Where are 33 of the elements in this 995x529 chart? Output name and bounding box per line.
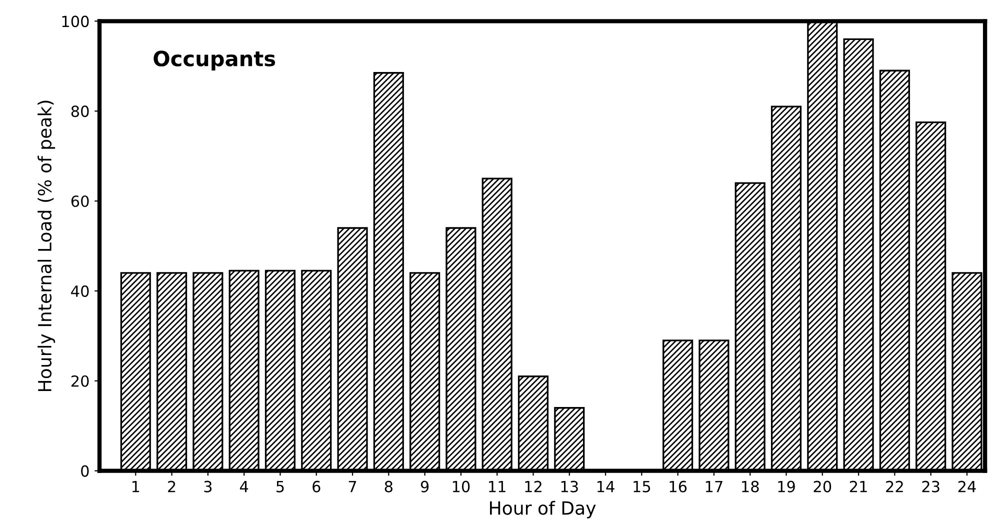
x-tick-label: 3 — [204, 480, 212, 492]
y-tick-label: 20 — [71, 375, 89, 387]
x-tick-label: 16 — [670, 480, 687, 492]
x-tick-label: 4 — [240, 481, 248, 492]
x-tick-label: 17 — [706, 481, 722, 492]
annotation: Occupants — [154, 50, 276, 70]
y-tick-label: 80 — [71, 106, 89, 118]
x-tick-label: 9 — [420, 480, 429, 492]
y-tick-label: 100 — [62, 16, 89, 28]
x-tick-label: 23 — [922, 480, 940, 492]
x-tick-label: 15 — [634, 481, 650, 492]
x-tick-label: 6 — [312, 480, 320, 492]
x-tick-label: 14 — [597, 481, 614, 492]
y-tick-label: 0 — [81, 465, 89, 477]
x-tick-label: 7 — [348, 481, 356, 492]
x-axis-title: Hour of Day — [490, 500, 596, 518]
x-tick-label: 1 — [132, 481, 140, 492]
x-tick-label: 21 — [850, 480, 867, 492]
x-tick-label: 5 — [276, 481, 284, 492]
x-tick-label: 19 — [778, 480, 795, 492]
x-tick-label: 8 — [384, 480, 392, 492]
x-tick-label: 24 — [958, 480, 976, 492]
x-tick-label: 12 — [525, 480, 542, 492]
x-tick-label: 10 — [452, 480, 470, 492]
y-tick-label: 40 — [71, 285, 89, 297]
x-tick-label: 22 — [886, 480, 903, 492]
x-tick-label: 20 — [814, 480, 832, 492]
x-tick-label: 18 — [742, 480, 759, 492]
x-tick-label: 2 — [168, 480, 176, 492]
y-tick-label: 60 — [71, 195, 89, 208]
x-tick-label: 11 — [489, 481, 506, 492]
x-tick-label: 13 — [561, 480, 578, 492]
y-axis-title: Hourly Internal Load (% of peak) — [38, 100, 56, 391]
